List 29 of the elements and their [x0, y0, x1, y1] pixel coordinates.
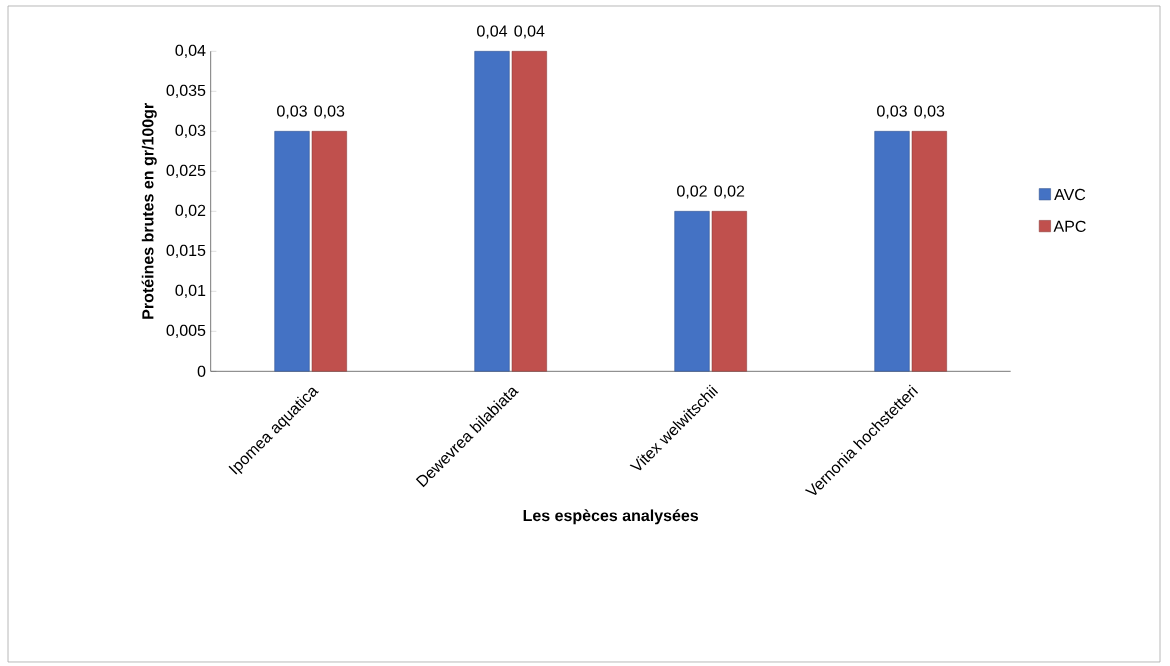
- bar: [274, 131, 310, 372]
- bar: [474, 51, 510, 372]
- legend-label: APC: [1053, 220, 1086, 232]
- y-tick-label: 0,035: [166, 84, 206, 98]
- y-axis-title: Protéines brutes en gr/100gr: [141, 103, 157, 319]
- data-label: 0,04: [514, 25, 545, 39]
- data-label: 0,02: [714, 185, 745, 199]
- y-tick-label: 0,02: [175, 204, 206, 218]
- bar: [511, 51, 547, 372]
- bar: [911, 131, 947, 372]
- y-tick-label: 0: [197, 365, 206, 377]
- data-label: 0,04: [477, 25, 508, 39]
- bar: [674, 211, 710, 372]
- data-label: 0,03: [314, 105, 345, 119]
- y-tick-label: 0,03: [175, 124, 206, 138]
- bar: [311, 131, 347, 372]
- x-axis-title: Les espèces analysées: [523, 509, 699, 525]
- y-tick-label: 0,04: [175, 44, 206, 58]
- bar: [711, 211, 747, 372]
- legend-label: AVC: [1054, 188, 1086, 201]
- y-tick-label: 0,025: [166, 164, 206, 178]
- data-label: 0,03: [277, 105, 307, 119]
- data-label: 0,02: [677, 185, 707, 199]
- bar: [874, 131, 910, 372]
- data-label: 0,03: [914, 105, 945, 119]
- y-tick-label: 0,015: [166, 244, 206, 258]
- y-tick-label: 0,01: [175, 284, 206, 298]
- y-tick-label: 0,005: [166, 324, 206, 338]
- data-label: 0,03: [877, 105, 907, 119]
